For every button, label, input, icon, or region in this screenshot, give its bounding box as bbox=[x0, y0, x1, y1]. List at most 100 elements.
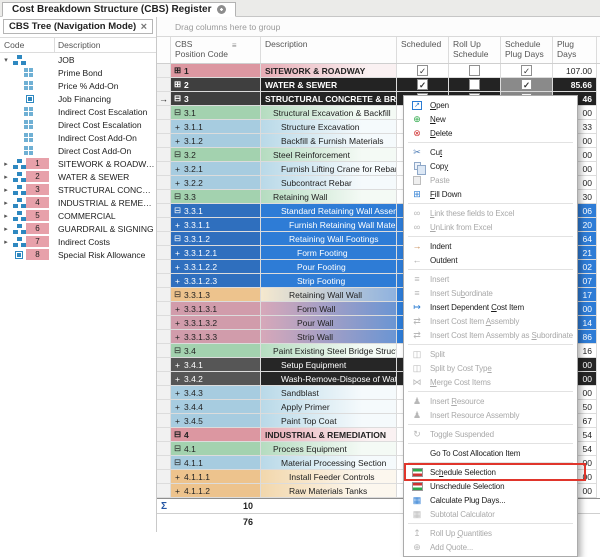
grid-header-description[interactable]: Description bbox=[261, 37, 397, 63]
checkbox-plug[interactable]: ✓ bbox=[521, 79, 532, 90]
tree-item[interactable]: ▸ 5 COMMERCIAL bbox=[0, 209, 156, 222]
row-expander-icon[interactable]: + bbox=[175, 331, 180, 342]
group-by-drop-zone[interactable]: Drag columns here to group bbox=[157, 17, 600, 37]
grid-header-rollup-schedule[interactable]: Roll Up Schedule bbox=[449, 37, 501, 63]
row-expander-icon[interactable]: + bbox=[175, 163, 180, 174]
grid-header-schedule-plugdays[interactable]: Schedule Plug Days bbox=[501, 37, 553, 63]
tree-expander-icon[interactable]: ▸ bbox=[4, 212, 8, 220]
row-expander-icon[interactable]: + bbox=[175, 261, 180, 272]
grid-row[interactable]: ⊞ 1 SITEWORK & ROADWAY ✓ ✓ 107.00 bbox=[157, 64, 600, 78]
tree-item[interactable]: ▾ JOB bbox=[0, 53, 156, 66]
grid-row[interactable]: ⊟ 4 INDUSTRIAL & REMEDIATION 54 bbox=[157, 428, 600, 442]
tree-item[interactable]: Job Financing bbox=[0, 92, 156, 105]
grid-row[interactable]: ⊟ 3.2 Steel Reinforcement 00 bbox=[157, 148, 600, 162]
row-expander-icon[interactable]: ⊞ bbox=[173, 79, 182, 89]
row-expander-icon[interactable]: ⊟ bbox=[173, 233, 182, 243]
row-expander-icon[interactable]: ⊟ bbox=[173, 107, 182, 117]
row-expander-icon[interactable]: + bbox=[175, 275, 180, 286]
menu-item-calculate-plug-days[interactable]: ▦ Calculate Plug Days... bbox=[404, 493, 577, 507]
row-expander-icon[interactable]: ⊟ bbox=[173, 443, 182, 453]
tree-item[interactable]: ▸ 3 STRUCTURAL CONCRETE & BRIDGES bbox=[0, 183, 156, 196]
row-expander-icon[interactable]: + bbox=[175, 359, 180, 370]
close-icon[interactable]: × bbox=[140, 20, 147, 33]
tree-expander-icon[interactable]: ▸ bbox=[4, 186, 8, 194]
tree-item[interactable]: ▸ 7 Indirect Costs bbox=[0, 235, 156, 248]
menu-item-fill-down[interactable]: ⊞ Fill Down bbox=[404, 187, 577, 201]
menu-item-delete[interactable]: ⊗ Delete bbox=[404, 126, 577, 140]
tree-item[interactable]: Prime Bond bbox=[0, 66, 156, 79]
tree-expander-icon[interactable]: ▸ bbox=[4, 160, 8, 168]
tree-item[interactable]: Price % Add-On bbox=[0, 79, 156, 92]
sort-icon[interactable]: ≡ bbox=[231, 41, 237, 50]
checkbox-rollup[interactable] bbox=[469, 79, 480, 90]
tree-expander-icon[interactable]: ▸ bbox=[4, 173, 8, 181]
grid-row[interactable]: +3.4.3 Sandblast 00 bbox=[157, 386, 600, 400]
tree-expander-icon[interactable]: ▸ bbox=[4, 238, 8, 246]
tree-expander-icon[interactable]: ▸ bbox=[4, 225, 8, 233]
row-expander-icon[interactable]: ⊟ bbox=[173, 345, 182, 355]
checkbox-rollup[interactable] bbox=[469, 65, 480, 76]
menu-item-unschedule-selection[interactable]: Unschedule Selection bbox=[404, 479, 577, 493]
tree-item[interactable]: Indirect Cost Add-On bbox=[0, 131, 156, 144]
grid-row[interactable]: +3.4.5 Paint Top Coat 67 bbox=[157, 414, 600, 428]
row-expander-icon[interactable]: + bbox=[175, 135, 180, 146]
row-expander-icon[interactable]: + bbox=[175, 471, 180, 482]
menu-item-indent[interactable]: → Indent bbox=[404, 239, 577, 253]
tree-column-code[interactable]: Code bbox=[0, 38, 55, 52]
tree-item[interactable]: Direct Cost Add-On bbox=[0, 144, 156, 157]
menu-item-schedule-selection[interactable]: Schedule Selection bbox=[404, 463, 586, 481]
row-expander-icon[interactable]: + bbox=[175, 415, 180, 426]
tree-column-description[interactable]: Description bbox=[58, 40, 101, 50]
menu-item-open[interactable]: ↗ Open bbox=[404, 98, 577, 112]
menu-item-new[interactable]: ⊕ New bbox=[404, 112, 577, 126]
row-expander-icon[interactable]: + bbox=[175, 485, 180, 496]
row-expander-icon[interactable]: + bbox=[175, 303, 180, 314]
menu-item-insert-dependent-cost-item[interactable]: ↦ Insert Dependent Cost Item bbox=[404, 300, 577, 314]
grid-row[interactable]: ⊞ 2 WATER & SEWER ✓ ✓ 85.66 bbox=[157, 78, 600, 92]
row-expander-icon[interactable]: + bbox=[175, 373, 180, 384]
row-expander-icon[interactable]: + bbox=[175, 177, 180, 188]
checkbox-scheduled[interactable]: ✓ bbox=[417, 65, 428, 76]
checkbox-plug[interactable]: ✓ bbox=[521, 65, 532, 76]
row-expander-icon[interactable]: ⊟ bbox=[173, 429, 182, 439]
row-expander-icon[interactable]: ⊟ bbox=[173, 289, 182, 299]
tree-item[interactable]: ▸ 2 WATER & SEWER bbox=[0, 170, 156, 183]
row-expander-icon[interactable]: ⊟ bbox=[173, 191, 182, 201]
grid-header-cbs-positioncode[interactable]: CBS Position Code ≡ bbox=[171, 37, 261, 63]
gear-icon[interactable] bbox=[217, 5, 227, 14]
grid-header-plug-days[interactable]: Plug Days bbox=[553, 37, 597, 63]
grid-header-scheduled[interactable]: Scheduled bbox=[397, 37, 449, 63]
tree-expander-icon[interactable]: ▾ bbox=[4, 56, 8, 64]
row-expander-icon[interactable]: ⊟ bbox=[173, 205, 182, 215]
tree-item[interactable]: Direct Cost Escalation bbox=[0, 118, 156, 131]
menu-item-outdent[interactable]: ← Outdent bbox=[404, 253, 577, 267]
tree-item[interactable]: ▸ 1 SITEWORK & ROADWAY bbox=[0, 157, 156, 170]
grid-row[interactable]: +4.1.1.2 Raw Materials Tanks 00 bbox=[157, 484, 600, 498]
row-expander-icon[interactable]: + bbox=[175, 121, 180, 132]
menu-item-cut[interactable]: ✂ Cut bbox=[404, 145, 577, 159]
grid-row[interactable]: +3.1.2 Backfill & Furnish Materials 00 bbox=[157, 134, 600, 148]
row-expander-icon[interactable]: + bbox=[175, 387, 180, 398]
tree-item[interactable]: ▸ 4 INDUSTRIAL & REMEDIATION bbox=[0, 196, 156, 209]
grid-row[interactable]: ⊟ 4.1 Process Equipment 54 bbox=[157, 442, 600, 456]
row-expander-icon[interactable]: ⊟ bbox=[173, 149, 182, 159]
row-expander-icon[interactable]: + bbox=[175, 401, 180, 412]
tree-item[interactable]: Indirect Cost Escalation bbox=[0, 105, 156, 118]
menu-item-label: Split by Cost Type bbox=[430, 363, 492, 373]
row-expander-icon[interactable]: + bbox=[175, 219, 180, 230]
grid-row[interactable]: ⊟ 3.3 Retaining Wall 30 bbox=[157, 190, 600, 204]
menu-item-copy[interactable]: Copy bbox=[404, 159, 577, 175]
menu-item-go-to-cost-allocation-item[interactable]: Go To Cost Allocation Item bbox=[404, 446, 577, 460]
row-expander-icon[interactable]: ⊟ bbox=[173, 457, 182, 467]
row-expander-icon[interactable]: ⊟ bbox=[173, 93, 182, 103]
row-expander-icon[interactable]: + bbox=[175, 317, 180, 328]
tree-item[interactable]: 8 Special Risk Allowance bbox=[0, 248, 156, 261]
checkbox-scheduled[interactable]: ✓ bbox=[417, 79, 428, 90]
tab-cbs-register[interactable]: Cost Breakdown Structure (CBS) Register bbox=[2, 2, 237, 17]
grid-row[interactable]: ⊟ 3.1 Structural Excavation & Backfill 00 bbox=[157, 106, 600, 120]
tree-expander-icon[interactable]: ▸ bbox=[4, 199, 8, 207]
row-expander-icon[interactable]: ⊞ bbox=[173, 65, 182, 75]
tree-item[interactable]: ▸ 6 GUARDRAIL & SIGNING bbox=[0, 222, 156, 235]
grid-row[interactable]: +3.1.1 Structure Excavation 33 bbox=[157, 120, 600, 134]
row-expander-icon[interactable]: + bbox=[175, 247, 180, 258]
